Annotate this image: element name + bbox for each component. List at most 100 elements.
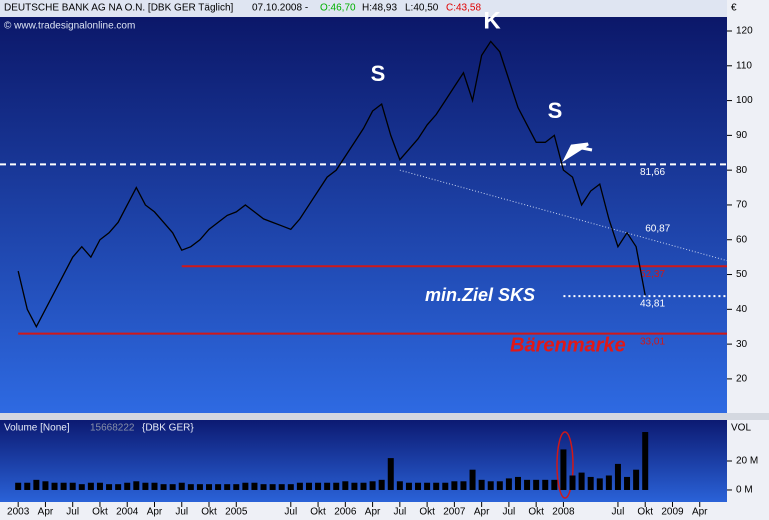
level-label: 33,01 bbox=[640, 336, 665, 347]
header-low: L:40,50 bbox=[405, 3, 439, 14]
currency: € bbox=[731, 3, 737, 14]
volume-bar bbox=[605, 475, 612, 490]
volume-bar bbox=[596, 478, 603, 490]
trendline bbox=[399, 169, 728, 262]
volume-bar bbox=[551, 479, 558, 490]
y-tick-label: 90 bbox=[736, 130, 748, 141]
x-tick-label: 2008 bbox=[552, 507, 575, 518]
annotation: S bbox=[548, 98, 563, 123]
x-tick-label: 2006 bbox=[334, 507, 357, 518]
volume-bar bbox=[442, 482, 449, 490]
x-tick-label: 2009 bbox=[661, 507, 684, 518]
level-label: 52,37 bbox=[640, 269, 665, 280]
header-high: H:48,93 bbox=[362, 3, 397, 14]
volume-bar bbox=[242, 482, 249, 490]
volume-bar bbox=[587, 476, 594, 490]
volume-bar bbox=[514, 476, 521, 490]
volume-bar bbox=[287, 484, 294, 490]
volume-bar bbox=[351, 482, 358, 490]
volume-bar bbox=[206, 484, 213, 490]
volume-bar bbox=[15, 482, 22, 490]
annotation: min.Ziel SKS bbox=[425, 285, 535, 305]
volume-tick-label: 0 M bbox=[736, 485, 753, 496]
x-tick-label: Jul bbox=[175, 507, 188, 518]
volume-title: Volume [None] bbox=[4, 423, 70, 434]
volume-axis-area bbox=[727, 420, 769, 502]
volume-bar bbox=[505, 478, 512, 490]
volume-bar bbox=[42, 481, 49, 490]
volume-bar bbox=[405, 482, 412, 490]
volume-bar bbox=[415, 482, 422, 490]
arrow bbox=[562, 142, 593, 163]
volume-bar bbox=[569, 475, 576, 490]
x-tick-label: 2005 bbox=[225, 507, 248, 518]
volume-bar bbox=[305, 482, 312, 490]
volume-bar bbox=[487, 481, 494, 490]
x-tick-label: Okt bbox=[419, 507, 435, 518]
x-tick-label: Okt bbox=[310, 507, 326, 518]
volume-bar bbox=[333, 482, 340, 490]
highlight-ellipse bbox=[556, 431, 574, 499]
volume-bar bbox=[469, 469, 476, 490]
volume-axis-title: VOL bbox=[731, 423, 751, 434]
x-tick-label: Apr bbox=[474, 507, 490, 518]
volume-bar bbox=[151, 482, 158, 490]
x-tick-label: Apr bbox=[692, 507, 708, 518]
x-tick-label: 2004 bbox=[116, 507, 139, 518]
annotation: Bärenmarke bbox=[510, 334, 626, 356]
volume-bar bbox=[578, 472, 585, 490]
volume-bar bbox=[524, 479, 531, 490]
header-close: C:43,58 bbox=[446, 3, 481, 14]
volume-bar bbox=[215, 484, 222, 490]
x-tick-label: 2003 bbox=[7, 507, 30, 518]
y-tick-label: 110 bbox=[736, 60, 752, 71]
y-tick-label: 40 bbox=[736, 304, 748, 315]
volume-bar bbox=[78, 484, 85, 490]
x-tick-label: Jul bbox=[284, 507, 297, 518]
volume-bar bbox=[278, 484, 285, 490]
volume-bar bbox=[124, 482, 131, 490]
volume-symbol: {DBK GER} bbox=[142, 423, 194, 434]
volume-bar bbox=[178, 482, 185, 490]
volume-bar bbox=[224, 484, 231, 490]
volume-bar bbox=[142, 482, 149, 490]
volume-bar bbox=[87, 482, 94, 490]
volume-bar bbox=[433, 482, 440, 490]
volume-bar bbox=[187, 484, 194, 490]
volume-bar bbox=[387, 458, 394, 490]
volume-bar bbox=[378, 479, 385, 490]
volume-bar bbox=[160, 484, 167, 490]
x-tick-label: 2007 bbox=[443, 507, 466, 518]
volume-bar bbox=[251, 482, 258, 490]
x-tick-label: Okt bbox=[637, 507, 653, 518]
volume-bar bbox=[342, 481, 349, 490]
volume-bar bbox=[642, 432, 649, 490]
volume-bar bbox=[169, 484, 176, 490]
header-open: O:46,70 bbox=[320, 3, 356, 14]
volume-bar bbox=[460, 481, 467, 490]
volume-bar bbox=[451, 481, 458, 490]
volume-bar bbox=[51, 482, 58, 490]
x-tick-label: Okt bbox=[528, 507, 544, 518]
volume-bar bbox=[633, 469, 640, 490]
volume-bar bbox=[133, 481, 140, 490]
header-band bbox=[0, 0, 727, 17]
volume-bar bbox=[196, 484, 203, 490]
volume-tick-label: 20 M bbox=[736, 456, 758, 467]
volume-bar bbox=[106, 484, 113, 490]
trendline-label: 60,87 bbox=[645, 223, 670, 234]
volume-bar bbox=[496, 481, 503, 490]
y-tick-label: 60 bbox=[736, 234, 748, 245]
x-tick-label: Jul bbox=[503, 507, 516, 518]
x-tick-label: Okt bbox=[201, 507, 217, 518]
x-tick-label: Jul bbox=[393, 507, 406, 518]
volume-bar bbox=[33, 479, 40, 490]
y-tick-label: 30 bbox=[736, 339, 748, 350]
volume-bar bbox=[296, 482, 303, 490]
x-tick-label: Okt bbox=[92, 507, 108, 518]
volume-bar bbox=[260, 484, 267, 490]
volume-bar bbox=[269, 484, 276, 490]
volume-bar bbox=[115, 484, 122, 490]
y-tick-label: 120 bbox=[736, 26, 753, 37]
